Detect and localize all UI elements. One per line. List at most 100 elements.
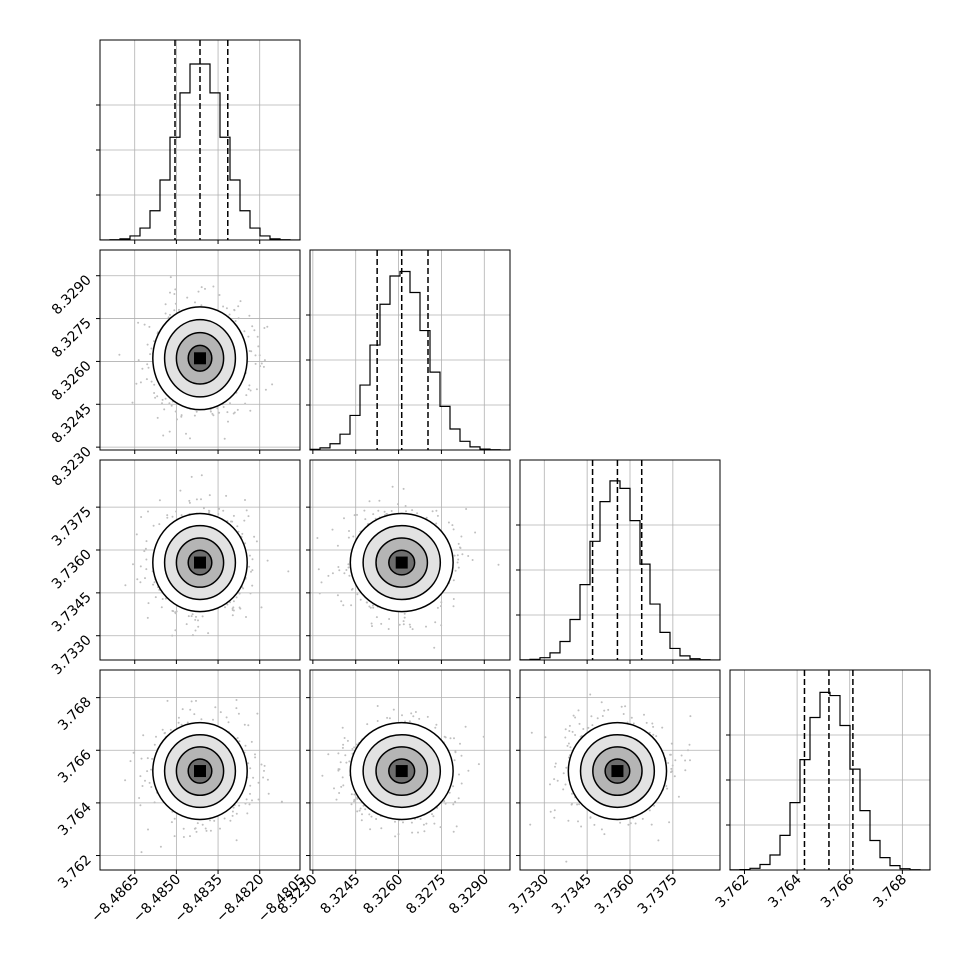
scatter-point [447, 521, 450, 524]
scatter-point [189, 708, 192, 711]
scatter-point [247, 335, 250, 338]
scatter-point [680, 754, 683, 757]
scatter-point [452, 785, 455, 788]
scatter-point [207, 632, 210, 635]
scatter-point [347, 536, 350, 539]
scatter-point [147, 828, 149, 831]
scatter-point [404, 505, 407, 507]
scatter-point [162, 434, 165, 437]
scatter-point [689, 759, 691, 762]
scatter-point [348, 530, 350, 532]
scatter-point [316, 537, 319, 539]
density-peak [194, 352, 206, 365]
scatter-point [238, 804, 241, 807]
panel-frame [729, 669, 931, 871]
scatter-point [394, 820, 396, 823]
scatter-point [212, 414, 215, 417]
scatter-point [467, 769, 470, 772]
scatter-point [627, 823, 630, 826]
scatter-point [553, 778, 556, 781]
histogram-step [729, 691, 931, 871]
scatter-point [263, 769, 265, 772]
y-tick-label: 8.3275 [49, 315, 95, 361]
scatter-point [553, 809, 556, 812]
scatter-point [156, 416, 159, 419]
scatter-point [239, 607, 242, 610]
scatter-point [227, 420, 229, 423]
scatter-point [249, 409, 252, 412]
scatter-point [401, 714, 403, 717]
panel-frame [99, 39, 301, 241]
scatter-point [229, 402, 231, 405]
scatter-point [338, 569, 341, 572]
scatter-point [236, 408, 239, 411]
scatter-point [426, 715, 429, 718]
scatter-point [164, 312, 167, 315]
scatter-point [223, 437, 226, 440]
scatter-point [632, 722, 635, 725]
scatter-point [603, 833, 606, 836]
scatter-point [131, 401, 134, 404]
scatter-point [223, 817, 226, 820]
scatter-point [190, 615, 193, 618]
scatter-point [669, 753, 672, 756]
scatter-point [145, 540, 148, 543]
scatter-point [620, 705, 623, 708]
scatter-point [603, 709, 606, 712]
scatter-point [601, 715, 604, 717]
scatter-point [670, 771, 672, 774]
scatter-point [248, 803, 251, 806]
scatter-point [386, 716, 389, 719]
scatter-point [568, 730, 571, 732]
scatter-point [331, 528, 334, 531]
scatter-point [600, 701, 603, 704]
scatter-point [169, 728, 172, 731]
scatter-point [189, 437, 191, 440]
scatter-point [482, 735, 485, 738]
scatter-point [230, 520, 232, 523]
scatter-point [342, 784, 345, 787]
scatter-point [186, 721, 189, 724]
scatter-point [151, 757, 154, 760]
scatter-point [158, 499, 161, 502]
scatter-point [145, 378, 148, 381]
scatter-point [458, 773, 460, 776]
scatter-point [264, 388, 267, 391]
scatter-point [416, 512, 419, 515]
y-tick-label: 8.3260 [49, 358, 95, 404]
scatter-point [149, 353, 152, 356]
scatter-point [251, 584, 254, 587]
x-tick-label: 8.3260 [360, 872, 406, 918]
scatter-point [266, 778, 269, 781]
scatter-point [251, 325, 254, 328]
scatter-point [216, 407, 219, 410]
scatter-point [248, 565, 251, 568]
scatter-point [578, 803, 581, 806]
scatter-point [318, 592, 321, 595]
scatter-point [343, 737, 346, 739]
scatter-point [435, 522, 438, 525]
scatter-point [138, 797, 141, 799]
scatter-point [434, 621, 437, 624]
scatter-point [196, 822, 199, 825]
scatter-point [353, 800, 355, 803]
scatter-point [182, 827, 185, 830]
scatter-point [244, 542, 247, 545]
panel-frame [99, 249, 301, 451]
scatter-point [435, 723, 438, 726]
scatter-point [460, 754, 463, 757]
histogram-panel-3 [516, 459, 721, 664]
scatter-point [153, 581, 156, 584]
scatter-point [425, 516, 428, 519]
panel-frame [309, 459, 511, 661]
scatter-point [218, 294, 221, 296]
scatter-point [235, 839, 238, 842]
scatter-point [263, 327, 266, 329]
scatter-point [452, 528, 455, 531]
scatter-point [236, 525, 239, 528]
scatter-point [194, 629, 197, 632]
scatter-point [182, 836, 185, 838]
scatter-point [571, 792, 573, 795]
scatter-point [259, 365, 262, 368]
scatter-point [363, 509, 366, 512]
